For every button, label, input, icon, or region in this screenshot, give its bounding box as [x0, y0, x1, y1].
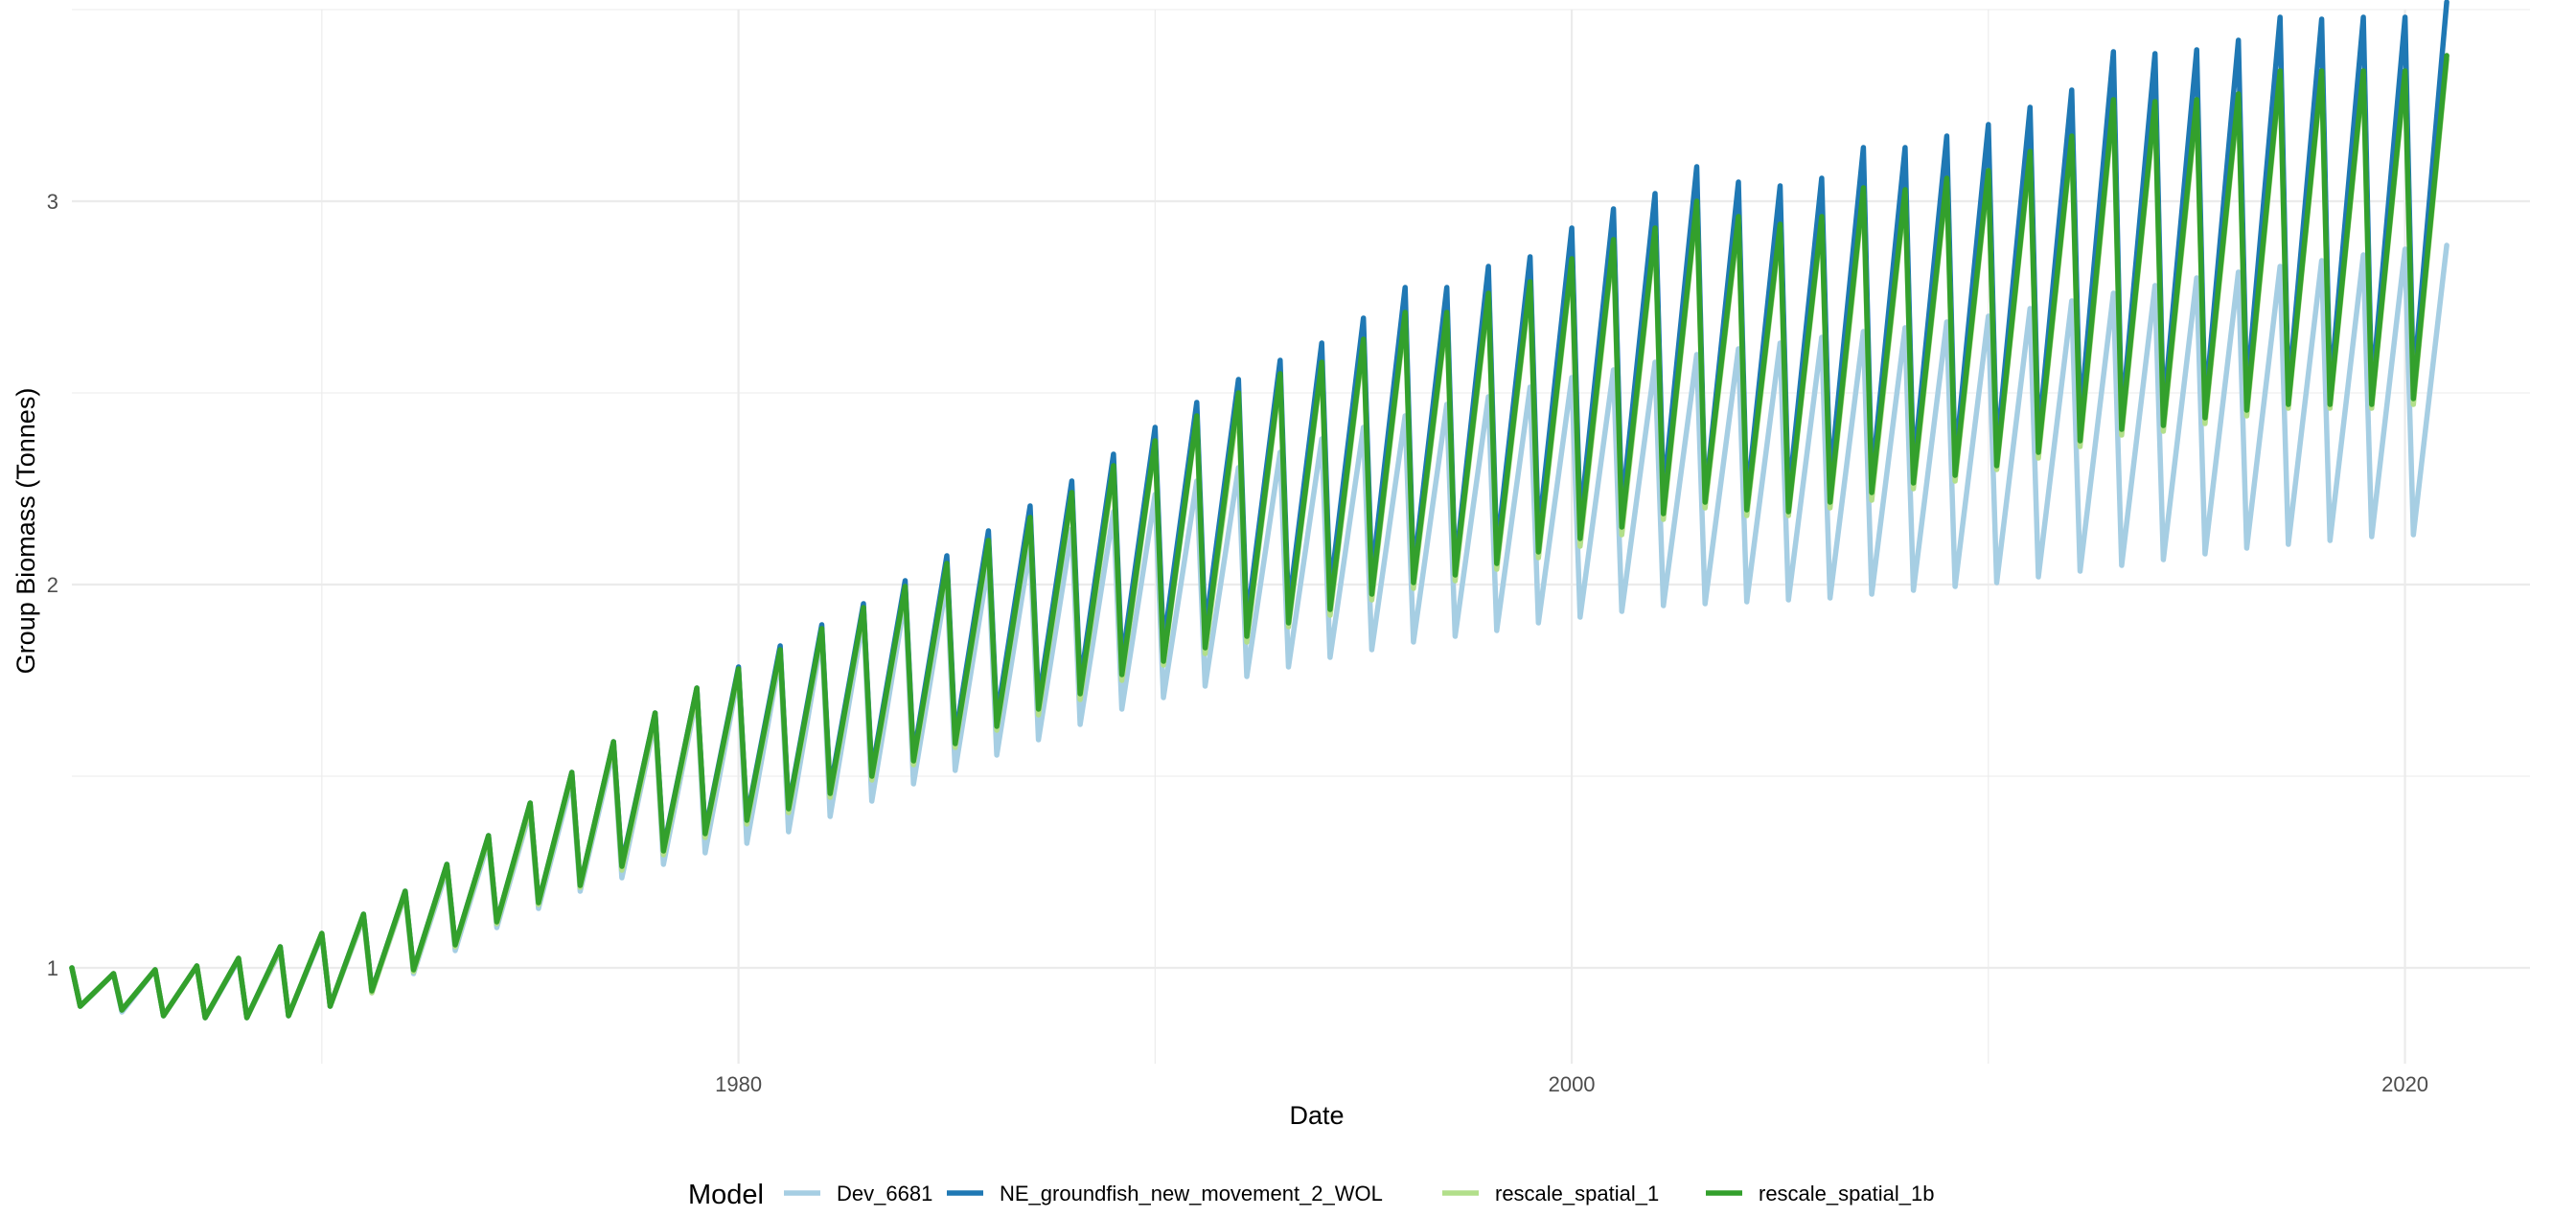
legend-label-Dev_6681: Dev_6681	[837, 1182, 932, 1206]
x-axis-ticks: 1980 2000 2020	[715, 1072, 2428, 1096]
y-tick-label: 2	[47, 573, 58, 597]
series-line-rescale_spatial_1b	[69, 53, 2450, 1021]
series-line-NE_groundfish_new_movement_2_WOL	[69, 0, 2450, 1021]
x-tick-label: 2020	[2381, 1072, 2428, 1096]
legend-label-NE_groundfish_new_movement_2_WOL: NE_groundfish_new_movement_2_WOL	[1000, 1182, 1383, 1206]
y-axis-ticks: 1 2 3	[47, 190, 58, 980]
legend: Model Dev_6681 NE_groundfish_new_movement…	[688, 1180, 1934, 1210]
legend-label-rescale_spatial_1b: rescale_spatial_1b	[1759, 1182, 1934, 1206]
legend-title: Model	[688, 1180, 764, 1210]
series-lines	[69, 0, 2450, 1021]
legend-label-rescale_spatial_1: rescale_spatial_1	[1495, 1182, 1659, 1206]
y-tick-label: 3	[47, 190, 58, 214]
x-tick-label: 1980	[715, 1072, 762, 1096]
y-tick-label: 1	[47, 956, 58, 980]
x-tick-label: 2000	[1549, 1072, 1596, 1096]
series-line-Dev_6681	[69, 242, 2450, 1021]
y-axis-title: Group Biomass (Tonnes)	[12, 388, 40, 675]
x-axis-title: Date	[1289, 1101, 1344, 1130]
